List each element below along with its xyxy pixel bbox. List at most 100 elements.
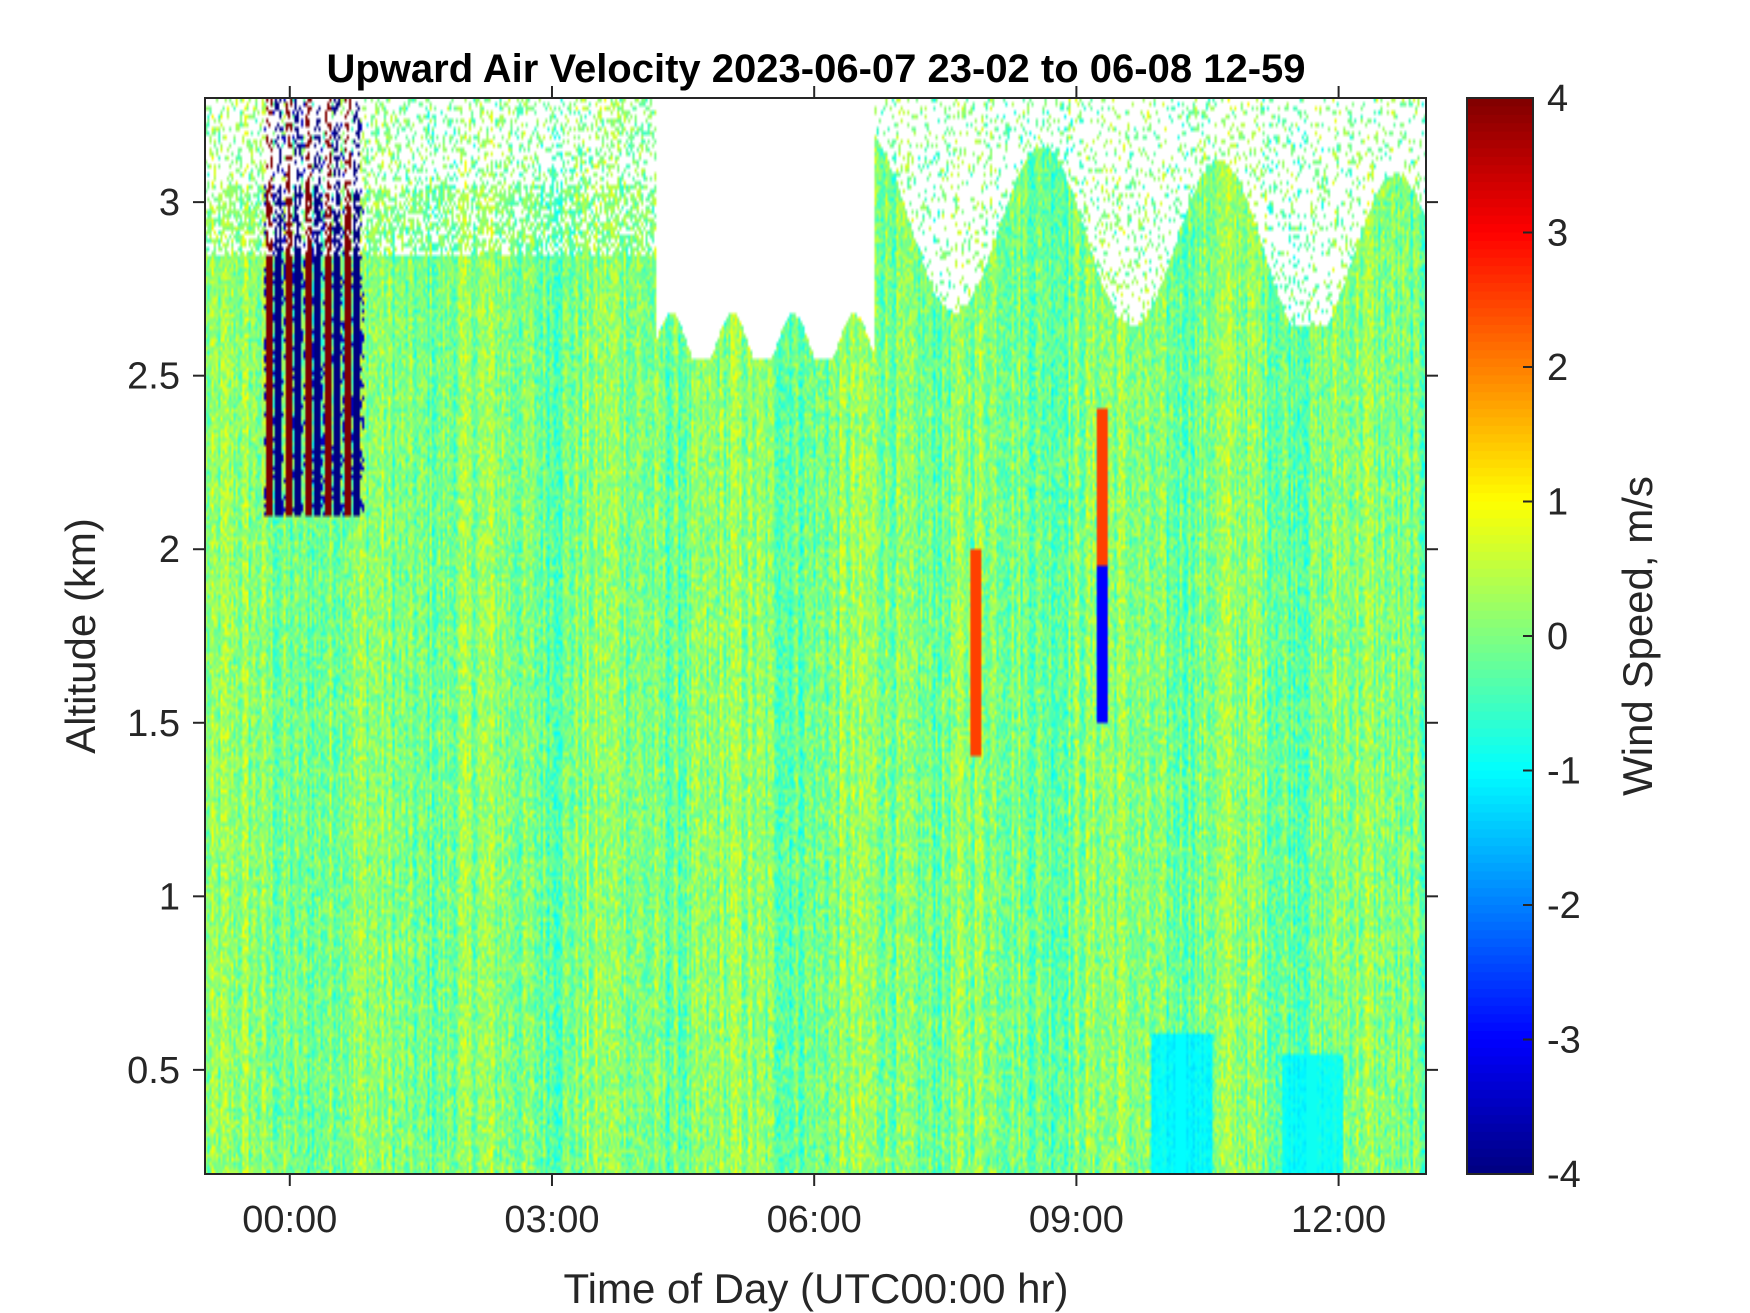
plot-frame — [204, 97, 1427, 1175]
colorbar-segment — [1467, 1073, 1533, 1083]
colorbar-segment — [1467, 198, 1533, 208]
colorbar-segment — [1467, 1031, 1533, 1041]
colorbar-segment — [1467, 518, 1533, 528]
colorbar-segment — [1467, 140, 1533, 150]
colorbar-segment — [1467, 501, 1533, 511]
colorbar-segment — [1467, 846, 1533, 856]
colorbar-segment — [1467, 333, 1533, 343]
colorbar-segment — [1467, 921, 1533, 931]
colorbar-segment — [1467, 232, 1533, 242]
colorbar-segment — [1467, 795, 1533, 805]
y-axis-label: Altitude (km) — [57, 518, 104, 754]
colorbar-segment — [1467, 930, 1533, 940]
colorbar-segment — [1467, 720, 1533, 730]
colorbar-segment — [1467, 308, 1533, 318]
colorbar-segment — [1467, 871, 1533, 881]
colorbar-segment — [1467, 215, 1533, 225]
colorbar-segment — [1467, 1148, 1533, 1158]
colorbar-segment — [1467, 173, 1533, 183]
colorbar-segment — [1467, 383, 1533, 393]
heatmap-image — [205, 98, 1426, 1174]
colorbar-segment — [1467, 434, 1533, 444]
colorbar-segment — [1467, 736, 1533, 746]
colorbar-tick-label: 4 — [1547, 78, 1568, 120]
colorbar-segment — [1467, 249, 1533, 259]
colorbar-tick-label: 2 — [1547, 347, 1568, 389]
colorbar-segment — [1467, 467, 1533, 477]
colorbar-segment — [1467, 484, 1533, 494]
colorbar-segment — [1467, 787, 1533, 797]
colorbar-segment — [1467, 1047, 1533, 1057]
colorbar-segment — [1467, 820, 1533, 830]
heatmap-area — [205, 98, 1426, 1174]
colorbar-segment — [1467, 686, 1533, 696]
colorbar-segment — [1467, 1056, 1533, 1066]
y-tick-label: 2.5 — [127, 356, 180, 398]
colorbar-segment — [1467, 753, 1533, 763]
colorbar-segment — [1467, 299, 1533, 309]
colorbar-segment — [1467, 636, 1533, 646]
colorbar-segment — [1467, 266, 1533, 276]
colorbar-segment — [1467, 778, 1533, 788]
colorbar-segment — [1467, 989, 1533, 999]
colorbar-segment — [1467, 123, 1533, 133]
colorbar-segment — [1467, 367, 1533, 377]
colorbar-segment — [1467, 652, 1533, 662]
colorbar-segment — [1467, 148, 1533, 158]
colorbar-segment — [1467, 770, 1533, 780]
colorbar-segment — [1467, 1131, 1533, 1141]
colorbar-segment — [1467, 619, 1533, 629]
colorbar-segment — [1467, 610, 1533, 620]
colorbar-segment — [1467, 879, 1533, 889]
colorbar-segment — [1467, 190, 1533, 200]
colorbar-segment — [1467, 1106, 1533, 1116]
colorbar-segment — [1467, 703, 1533, 713]
colorbar-segment — [1467, 560, 1533, 570]
colorbar-segment — [1467, 1089, 1533, 1099]
colorbar-segment — [1467, 661, 1533, 671]
colorbar-segment — [1467, 1005, 1533, 1015]
colorbar-segment — [1467, 442, 1533, 452]
colorbar-segment — [1467, 282, 1533, 292]
colorbar-segment — [1467, 1039, 1533, 1049]
colorbar-segment — [1467, 476, 1533, 486]
colorbar-segment — [1467, 341, 1533, 351]
chart-title: Upward Air Velocity 2023-06-07 23-02 to … — [326, 47, 1305, 91]
colorbar-segment — [1467, 459, 1533, 469]
y-axis: 0.5 1 1.5 2 2.5 3 — [127, 182, 1438, 1092]
colorbar-segment — [1467, 114, 1533, 124]
colorbar-segment — [1467, 316, 1533, 326]
colorbar-segment — [1467, 417, 1533, 427]
y-tick-label: 0.5 — [127, 1050, 180, 1092]
colorbar-tick-label: -2 — [1547, 885, 1581, 927]
colorbar-segment — [1467, 1115, 1533, 1125]
y-tick-label: 1.5 — [127, 703, 180, 745]
x-tick-label: 09:00 — [1029, 1199, 1124, 1241]
colorbar-segment — [1467, 1140, 1533, 1150]
colorbar-axis: 4 3 2 1 0 -1 -2 -3 -4 — [1523, 78, 1581, 1196]
colorbar-segment — [1467, 1157, 1533, 1167]
colorbar-segment — [1467, 577, 1533, 587]
x-tick-label: 00:00 — [242, 1199, 337, 1241]
colorbar-segment — [1467, 669, 1533, 679]
colorbar-segment — [1467, 392, 1533, 402]
colorbar-segment — [1467, 829, 1533, 839]
colorbar-tick-label: 1 — [1547, 482, 1568, 524]
colorbar-segment — [1467, 350, 1533, 360]
colorbar-segment — [1467, 291, 1533, 301]
colorbar-segment — [1467, 207, 1533, 217]
colorbar-segment — [1467, 1022, 1533, 1032]
colorbar-segment — [1467, 400, 1533, 410]
colorbar-segment — [1467, 678, 1533, 688]
x-tick-label: 03:00 — [504, 1199, 599, 1241]
colorbar-segment — [1467, 997, 1533, 1007]
colorbar-segment — [1467, 1165, 1533, 1175]
colorbar-segment — [1467, 425, 1533, 435]
colorbar-segment — [1467, 98, 1533, 108]
colorbar-segment — [1467, 896, 1533, 906]
colorbar-tick-label: -3 — [1547, 1020, 1581, 1062]
colorbar-segment — [1467, 182, 1533, 192]
x-axis-label: Time of Day (UTC00:00 hr) — [564, 1265, 1069, 1312]
colorbar-segment — [1467, 551, 1533, 561]
